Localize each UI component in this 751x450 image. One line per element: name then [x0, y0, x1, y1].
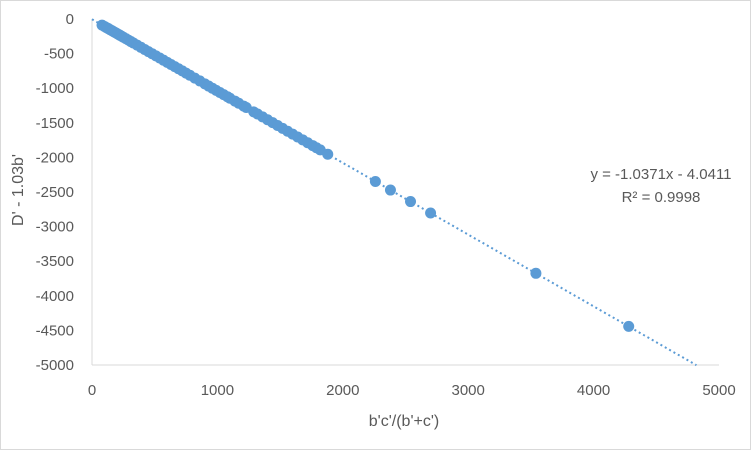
data-point	[322, 148, 334, 160]
y-tick-label: -4500	[36, 322, 74, 339]
data-points	[96, 19, 635, 332]
data-point	[405, 196, 417, 208]
data-point	[425, 207, 437, 219]
y-tick-label: -4000	[36, 288, 74, 305]
y-tick-label: -1000	[36, 80, 74, 97]
y-tick-label: -3500	[36, 253, 74, 270]
data-point	[384, 184, 396, 196]
trendline-r-squared: R² = 0.9998	[622, 189, 701, 206]
x-tick-label: 2000	[326, 382, 359, 399]
x-tick-label: 3000	[452, 382, 485, 399]
y-tick-label: -500	[44, 46, 74, 63]
x-tick-label: 1000	[201, 382, 234, 399]
x-tick-label: 0	[88, 382, 96, 399]
trendline-equation: y = -1.0371x - 4.0411	[590, 166, 731, 183]
x-tick-label: 4000	[577, 382, 610, 399]
y-axis-title: D' - 1.03b'	[10, 154, 27, 226]
data-point	[623, 320, 635, 332]
x-axis-tick-labels: 0 1000 2000 3000 4000 5000	[88, 382, 736, 399]
y-tick-label: -1500	[36, 115, 74, 132]
y-tick-label: -2500	[36, 184, 74, 201]
y-axis-tick-labels: 0 -500 -1000 -1500 -2000 -2500 -3000 -3500 -4000…	[36, 11, 74, 374]
y-tick-label: -2000	[36, 149, 74, 166]
y-tick-label: -3000	[36, 219, 74, 236]
data-point	[369, 175, 381, 187]
y-tick-label: -5000	[36, 357, 74, 374]
x-tick-label: 5000	[702, 382, 735, 399]
y-tick-label: 0	[66, 11, 74, 28]
data-point	[530, 267, 542, 279]
x-axis-title: b'c'/(b'+c')	[369, 413, 439, 430]
